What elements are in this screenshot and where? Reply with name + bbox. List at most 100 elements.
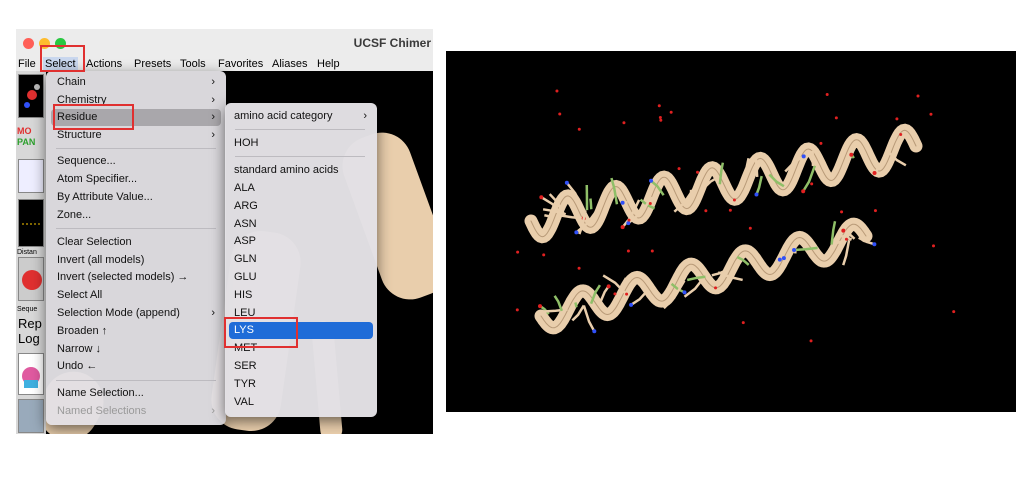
menu-item-broaden[interactable]: Broaden ↑ bbox=[57, 325, 108, 337]
water-oxygen bbox=[929, 112, 933, 116]
sidechain-atom bbox=[538, 304, 543, 309]
water-oxygen bbox=[916, 94, 920, 98]
sidechain bbox=[599, 285, 610, 302]
sphere-icon[interactable] bbox=[18, 257, 44, 301]
water-oxygen bbox=[899, 132, 903, 136]
water-oxygen bbox=[840, 210, 844, 214]
sidechain-atom bbox=[626, 221, 631, 226]
menu-item-residue[interactable]: Residue › bbox=[51, 109, 221, 126]
menu-item-name-selection[interactable]: Name Selection... bbox=[57, 387, 144, 399]
sidechain-atom bbox=[841, 228, 846, 233]
menu-presets[interactable]: Presets bbox=[134, 58, 172, 70]
lysine-sidechain bbox=[736, 255, 750, 266]
water-oxygen bbox=[728, 208, 732, 212]
submenu-item-glu[interactable]: GLU bbox=[234, 271, 257, 283]
sidechain bbox=[548, 193, 566, 216]
sidechain bbox=[578, 210, 587, 235]
menu-item-invert-all[interactable]: Invert (all models) bbox=[57, 254, 145, 266]
sidechain-atom bbox=[564, 180, 569, 185]
sidechain-atom bbox=[872, 242, 877, 247]
surface-icon[interactable] bbox=[18, 399, 44, 433]
menu-select[interactable]: Select bbox=[43, 57, 78, 71]
water-oxygen bbox=[932, 244, 936, 248]
molecule-icon-graphic bbox=[24, 84, 40, 108]
sidechain bbox=[630, 288, 650, 306]
water-oxygen bbox=[741, 321, 745, 325]
lysine-sidechain bbox=[589, 284, 601, 305]
close-window-button[interactable] bbox=[23, 38, 34, 49]
menu-item-structure[interactable]: Structure › bbox=[51, 127, 221, 144]
water-oxygen bbox=[834, 116, 838, 120]
ribbon-icon[interactable] bbox=[18, 353, 44, 395]
water-oxygen bbox=[627, 218, 631, 222]
menu-separator bbox=[235, 129, 365, 130]
menu-item-label: Chemistry bbox=[57, 94, 107, 106]
submenu-item-ser[interactable]: SER bbox=[234, 360, 257, 372]
sidechain bbox=[602, 274, 628, 296]
sidechain-atom bbox=[849, 152, 854, 157]
menu-item-atom-specifier[interactable]: Atom Specifier... bbox=[57, 173, 138, 185]
menu-item-invert-selected[interactable]: Invert (selected models) → bbox=[57, 271, 189, 283]
menu-tools[interactable]: Tools bbox=[180, 58, 206, 70]
menu-item-chain[interactable]: Chain › bbox=[51, 74, 221, 91]
water-oxygen bbox=[873, 209, 877, 213]
submenu-item-asn[interactable]: ASN bbox=[234, 218, 257, 230]
menu-item-sequence[interactable]: Sequence... bbox=[57, 155, 116, 167]
chevron-right-icon: › bbox=[211, 307, 215, 319]
submenu-item-leu[interactable]: LEU bbox=[234, 307, 256, 319]
minimize-window-button[interactable] bbox=[39, 38, 50, 49]
menu-separator bbox=[56, 380, 216, 381]
submenu-item-his[interactable]: HIS bbox=[234, 289, 253, 301]
menu-favorites[interactable]: Favorites bbox=[218, 58, 264, 70]
model-panel-icon[interactable] bbox=[18, 159, 44, 193]
submenu-item-tyr[interactable]: TYR bbox=[234, 378, 256, 390]
menu-item-select-all[interactable]: Select All bbox=[57, 289, 103, 301]
sidechain-atom bbox=[539, 195, 544, 200]
molecule-icon[interactable] bbox=[18, 74, 44, 118]
menu-item-label: Chain bbox=[57, 76, 86, 88]
molecule-graphic bbox=[515, 89, 956, 343]
menu-item-chemistry[interactable]: Chemistry › bbox=[51, 92, 221, 109]
water-oxygen bbox=[704, 209, 708, 213]
water-oxygen bbox=[677, 167, 681, 171]
submenu-item-hoh[interactable]: HOH bbox=[234, 137, 259, 149]
menu-aliases[interactable]: Aliases bbox=[272, 58, 308, 70]
water-oxygen bbox=[952, 310, 956, 314]
lysine-sidechain bbox=[755, 175, 763, 195]
select-menu: Chain › Chemistry › Residue › Structure › Se… bbox=[46, 71, 226, 425]
water-oxygen bbox=[819, 141, 823, 145]
submenu-item-standard-amino-acids[interactable]: standard amino acids bbox=[234, 164, 339, 176]
submenu-item-lys[interactable]: LYS bbox=[229, 322, 373, 339]
water-oxygen bbox=[657, 104, 661, 108]
lysine-sidechain bbox=[830, 220, 837, 245]
sidechain bbox=[571, 304, 585, 322]
submenu-item-arg[interactable]: ARG bbox=[234, 200, 258, 212]
chevron-right-icon: › bbox=[211, 76, 215, 88]
water-oxygen bbox=[659, 118, 663, 122]
menu-file[interactable]: File bbox=[18, 58, 36, 70]
menu-actions[interactable]: Actions bbox=[86, 58, 123, 70]
submenu-item-met[interactable]: MET bbox=[234, 342, 258, 354]
sidechain-atom bbox=[872, 171, 877, 176]
menu-help[interactable]: Help bbox=[317, 58, 340, 70]
menu-item-by-attribute-value[interactable]: By Attribute Value... bbox=[57, 191, 153, 203]
menu-item-zone[interactable]: Zone... bbox=[57, 209, 92, 221]
lysine-sidechain bbox=[589, 198, 593, 210]
menu-item-undo[interactable]: Undo ← bbox=[57, 360, 98, 372]
submenu-item-val[interactable]: VAL bbox=[234, 396, 254, 408]
sidechain-atom bbox=[777, 257, 782, 262]
submenu-item-ala[interactable]: ALA bbox=[234, 182, 255, 194]
submenu-item-gln[interactable]: GLN bbox=[234, 253, 257, 265]
water-oxygen bbox=[626, 249, 630, 253]
menu-item-clear-selection[interactable]: Clear Selection bbox=[57, 236, 132, 248]
distance-icon-graphic bbox=[22, 223, 41, 225]
zoom-window-button[interactable] bbox=[55, 38, 66, 49]
menu-item-narrow[interactable]: Narrow ↓ bbox=[57, 343, 102, 355]
distance-icon[interactable] bbox=[18, 199, 44, 247]
lysine-sidechain bbox=[802, 165, 817, 192]
submenu-item-asp[interactable]: ASP bbox=[234, 235, 257, 247]
menu-item-selection-mode[interactable]: Selection Mode (append) › bbox=[51, 305, 221, 322]
lysine-sidechain bbox=[574, 302, 578, 308]
submenu-item-amino-acid-category[interactable]: amino acid category › bbox=[229, 108, 373, 125]
water-oxygen bbox=[650, 249, 654, 253]
